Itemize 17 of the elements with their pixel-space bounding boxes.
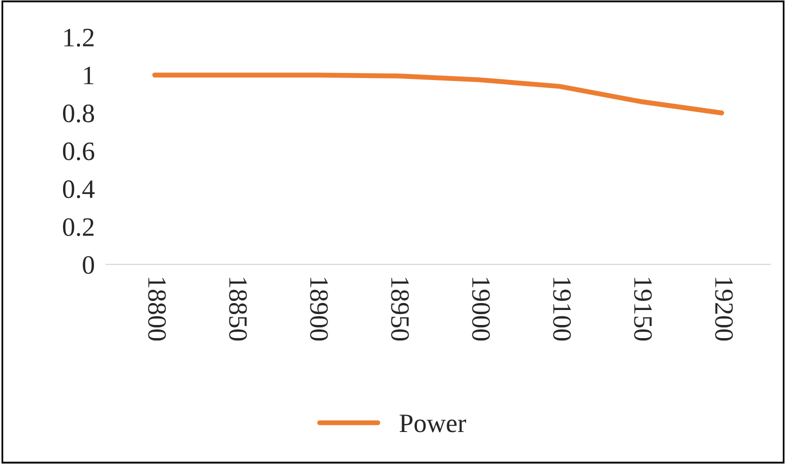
- y-tick-label: 0.6: [63, 142, 94, 160]
- legend-label: Power: [400, 414, 466, 432]
- line-series: [152, 72, 724, 116]
- x-tick-label: 19200: [715, 278, 733, 341]
- x-tick-label: 19100: [553, 278, 571, 341]
- y-tick-label: 0.4: [63, 180, 95, 198]
- x-tick-label: 18850: [229, 278, 247, 341]
- x-tick-label: 18950: [391, 278, 409, 341]
- x-tick-label: 18900: [310, 278, 328, 341]
- y-tick-label: 0: [82, 256, 94, 274]
- x-tick-label: 19150: [634, 278, 652, 341]
- x-tick-label: 19000: [472, 278, 490, 341]
- x-tick-label: 18800: [148, 278, 166, 341]
- y-tick-label: 1: [84, 66, 94, 84]
- y-tick-label: 0.2: [63, 218, 94, 236]
- y-tick-label: 0.8: [63, 104, 94, 122]
- y-tick-label: 1.2: [64, 28, 94, 47]
